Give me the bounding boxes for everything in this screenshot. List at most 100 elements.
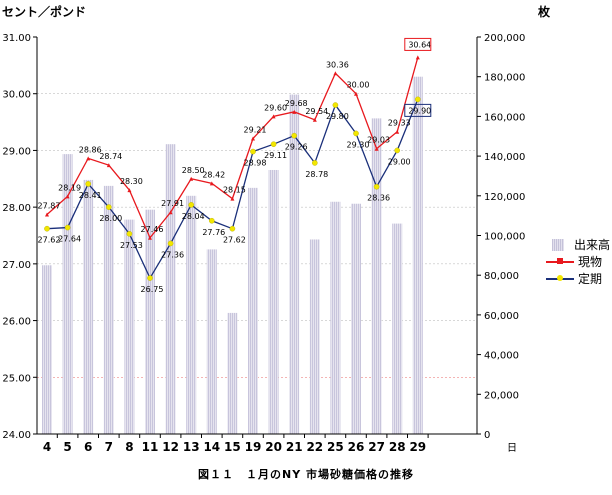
left-tick-label: 31.00 <box>2 33 31 44</box>
spot-point <box>251 136 255 141</box>
futures-data-label: 27.36 <box>161 250 184 259</box>
futures-data-label: 29.90 <box>408 106 431 115</box>
volume-bar <box>371 118 382 434</box>
spot-point <box>65 194 70 199</box>
left-axis-unit: セント／ポンド <box>2 5 87 19</box>
futures-point <box>188 202 194 208</box>
spot-data-label: 29.21 <box>244 126 267 135</box>
futures-data-label: 28.41 <box>79 191 102 200</box>
futures-point <box>167 240 174 247</box>
spot-data-label: 27.87 <box>38 202 61 211</box>
volume-bar <box>289 94 300 434</box>
volume-bar <box>351 203 361 434</box>
spot-data-label: 28.15 <box>223 186 246 195</box>
futures-data-label: 27.53 <box>120 241 143 250</box>
spot-point <box>86 156 91 161</box>
volume-bar <box>165 144 176 434</box>
spot-last-label-box <box>404 37 432 51</box>
right-tick-label: 120,000 <box>484 192 525 203</box>
x-axis-label: 日 <box>507 443 517 454</box>
left-tick-label: 24.00 <box>2 430 31 441</box>
legend-item-volume: 出来高 <box>546 236 610 253</box>
futures-point <box>270 141 277 147</box>
x-tick-label: 14 <box>203 440 220 454</box>
x-tick-label: 8 <box>125 440 133 454</box>
volume-bar <box>309 239 320 434</box>
right-tick-label: 100,000 <box>484 232 525 243</box>
right-tick-label: 80,000 <box>484 271 519 282</box>
spot-data-label: 29.33 <box>388 119 411 128</box>
futures-point <box>291 132 298 139</box>
spot-point <box>333 71 338 76</box>
spot-data-label: 29.54 <box>305 107 328 116</box>
spot-data-label: 27.91 <box>161 199 184 208</box>
x-tick-label: 6 <box>84 440 92 454</box>
spot-data-label: 28.86 <box>79 145 102 154</box>
spot-point <box>415 55 420 60</box>
x-tick-label: 20 <box>265 440 282 454</box>
futures-data-label: 29.30 <box>347 140 370 149</box>
left-tick-label: 26.00 <box>2 317 31 328</box>
volume-bar <box>83 179 94 434</box>
legend: 出来高 現物 定期 <box>546 236 610 287</box>
right-axis-unit: 枚 <box>538 5 551 19</box>
right-tick-label: 160,000 <box>484 112 525 123</box>
futures-point <box>44 225 50 232</box>
spot-data-label: 28.74 <box>99 152 122 161</box>
x-tick-label: 25 <box>327 440 344 454</box>
futures-point <box>414 96 421 103</box>
legend-item-spot: 現物 <box>546 253 610 270</box>
x-tick-label: 4 <box>43 440 51 454</box>
futures-data-label: 29.00 <box>388 157 411 166</box>
spot-point <box>271 114 276 119</box>
legend-spot-swatch <box>546 256 574 268</box>
legend-bar-swatch <box>552 238 564 251</box>
spot-data-label: 29.68 <box>285 99 308 108</box>
futures-data-label: 28.36 <box>367 194 390 203</box>
x-tick-label: 29 <box>409 440 426 454</box>
x-tick-label: 13 <box>183 440 200 454</box>
right-tick-label: 40,000 <box>484 351 519 362</box>
right-tick-label: 0 <box>484 430 490 441</box>
futures-point <box>353 130 359 137</box>
left-tick-label: 28.00 <box>2 203 31 214</box>
volume-bar <box>412 76 423 434</box>
spot-point <box>106 163 111 168</box>
futures-data-label: 27.64 <box>58 235 81 244</box>
right-tick-label: 20,000 <box>484 390 519 401</box>
x-tick-label: 26 <box>348 440 365 454</box>
left-tick-label: 29.00 <box>2 146 31 157</box>
x-tick-label: 11 <box>142 440 159 454</box>
volume-bar <box>330 201 341 434</box>
right-tick-label: 200,000 <box>484 33 525 44</box>
futures-data-label: 27.62 <box>38 236 61 245</box>
futures-point <box>394 147 401 154</box>
futures-data-label: 26.75 <box>141 285 164 294</box>
spot-point <box>395 129 400 134</box>
spot-data-label: 29.03 <box>367 136 390 145</box>
spot-data-label: 27.46 <box>141 225 164 234</box>
volume-bar <box>392 223 403 434</box>
volume-bar <box>248 187 258 434</box>
left-tick-label: 25.00 <box>2 373 31 384</box>
futures-point <box>250 148 256 155</box>
futures-point <box>229 225 236 232</box>
spot-data-label: 30.64 <box>408 40 431 49</box>
futures-data-label: 29.11 <box>264 151 287 160</box>
spot-point <box>148 235 152 240</box>
futures-point <box>106 204 112 210</box>
spot-point <box>209 181 214 186</box>
spot-point <box>374 146 379 151</box>
right-tick-label: 60,000 <box>484 311 519 322</box>
volume-bar <box>268 169 279 434</box>
volume-bar <box>186 195 197 434</box>
x-tick-label: 21 <box>286 440 303 454</box>
chart-caption: 図１１ １月のNY 市場砂糖価格の推移 <box>198 468 414 481</box>
spot-data-label: 28.19 <box>58 183 81 192</box>
legend-item-futures: 定期 <box>546 270 610 287</box>
futures-point <box>64 224 71 231</box>
x-tick-label: 12 <box>162 440 179 454</box>
futures-data-label: 29.80 <box>326 112 349 121</box>
spot-data-label: 29.60 <box>264 103 287 112</box>
